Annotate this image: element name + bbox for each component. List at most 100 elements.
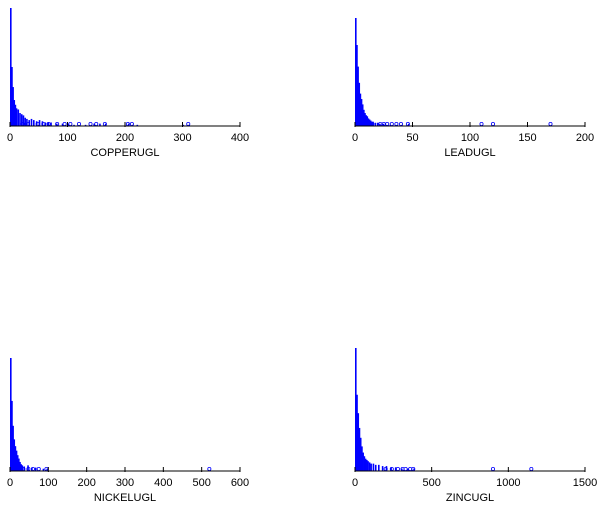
x-tick-label: 0	[352, 477, 358, 489]
histogram-bar	[368, 119, 371, 126]
histogram-bar	[366, 116, 369, 126]
x-tick-label: 300	[173, 132, 191, 144]
histogram-bar	[73, 124, 75, 126]
histogram-bar	[372, 463, 375, 471]
histogram-bar	[61, 123, 64, 126]
histogram-bar	[17, 109, 20, 126]
x-tick-label: 500	[192, 477, 210, 489]
x-tick-label: 300	[116, 477, 134, 489]
histogram-bar	[10, 358, 12, 471]
histogram-bar	[389, 124, 392, 126]
histogram-bar	[356, 394, 358, 471]
histogram-bar	[14, 446, 17, 471]
histogram-bar	[367, 118, 370, 126]
outlier-marker	[36, 466, 41, 471]
histogram-bar	[15, 108, 18, 126]
x-tick-label: 0	[7, 477, 13, 489]
histogram-bar	[355, 348, 357, 471]
x-tick-label: 1500	[573, 477, 597, 489]
x-tick-label: 400	[231, 132, 249, 144]
outlier-marker	[77, 122, 82, 127]
histogram-bar	[363, 456, 366, 471]
histogram-bar	[363, 109, 365, 126]
x-axis-title: LEADUGL	[444, 147, 495, 159]
histogram-bar	[356, 45, 358, 126]
outlier-marker	[395, 466, 400, 471]
histogram-bar	[34, 467, 37, 471]
x-tick-label: 200	[77, 477, 95, 489]
x-tick-label: 100	[39, 477, 57, 489]
histogram-bar	[361, 446, 363, 471]
histogram-bar	[376, 122, 379, 126]
histogram-bar	[182, 124, 185, 126]
histogram-panel-1: 0 100 200 300 400 COPPERUGL	[7, 8, 249, 159]
histogram-bar	[42, 468, 45, 471]
x-tick-label: 100	[461, 132, 479, 144]
outlier-marker	[88, 122, 93, 127]
histogram-bar	[11, 67, 13, 126]
histogram-bar	[23, 466, 26, 471]
histogram-bar	[31, 467, 33, 471]
histogram-bar	[12, 425, 14, 471]
x-tick-label: 100	[58, 132, 76, 144]
histogram-bar	[19, 113, 21, 126]
histogram-bar	[99, 123, 101, 126]
x-tick-label: 400	[154, 477, 172, 489]
histogram-panel-3: 0 100 200 300 400 500 600 NICKELUGL	[7, 358, 249, 504]
x-tick-label: 50	[406, 132, 418, 144]
histogram-bar	[33, 120, 35, 126]
histogram-bar	[38, 120, 41, 126]
histogram-bar	[366, 459, 368, 471]
histogram-bar	[104, 123, 107, 126]
histogram-bar	[11, 400, 13, 471]
histogram-bar	[413, 468, 415, 471]
histogram-bar	[355, 18, 357, 126]
histogram-bar	[361, 104, 364, 126]
histogram-bar	[359, 93, 362, 126]
histogram-bar	[359, 437, 362, 471]
histogram-bar	[394, 467, 397, 471]
x-tick-label: 200	[576, 132, 594, 144]
outlier-marker	[94, 122, 99, 127]
histogram-bar	[367, 461, 369, 471]
histogram-bar	[357, 66, 359, 126]
histogram-bar	[362, 452, 364, 471]
histogram-bar	[10, 8, 12, 126]
histogram-bar	[13, 100, 16, 126]
histogram-bar	[379, 123, 381, 126]
histogram-bar	[93, 123, 95, 126]
histogram-panel-4: 0 500 1000 1500 ZINCUGL	[352, 348, 597, 504]
outlier-marker	[490, 466, 495, 471]
x-tick-label: 200	[116, 132, 134, 144]
histogram-bar	[19, 461, 21, 471]
x-tick-label: 1000	[496, 477, 520, 489]
histogram-bar	[364, 113, 366, 126]
histogram-bar	[50, 122, 52, 126]
histogram-bar	[401, 468, 403, 471]
histogram-bar	[407, 468, 409, 471]
histogram-bar	[372, 121, 374, 126]
histogram-bar	[41, 121, 44, 126]
histogram-bar	[374, 122, 377, 126]
histogram-bar	[16, 455, 19, 471]
histogram-bar	[378, 464, 380, 471]
histogram-bar	[20, 464, 22, 471]
histogram-bar	[84, 124, 87, 126]
histogram-bar	[358, 427, 361, 471]
histogram-bar	[368, 462, 371, 471]
histogram-bar	[382, 123, 385, 126]
histogram-bar	[47, 122, 49, 126]
histogram-bar	[127, 123, 130, 126]
histogram-bar	[18, 458, 20, 471]
histogram-bar	[24, 117, 26, 126]
outlier-marker	[207, 466, 212, 471]
histogram-bar	[381, 466, 384, 471]
outlier-marker	[68, 122, 73, 127]
outlier-marker	[479, 122, 484, 127]
histogram-bar	[67, 123, 70, 126]
x-tick-label: 0	[352, 132, 358, 144]
histogram-bar	[20, 114, 23, 126]
histogram-bar	[30, 118, 33, 126]
outlier-marker	[529, 466, 534, 471]
histogram-bar	[370, 463, 372, 471]
